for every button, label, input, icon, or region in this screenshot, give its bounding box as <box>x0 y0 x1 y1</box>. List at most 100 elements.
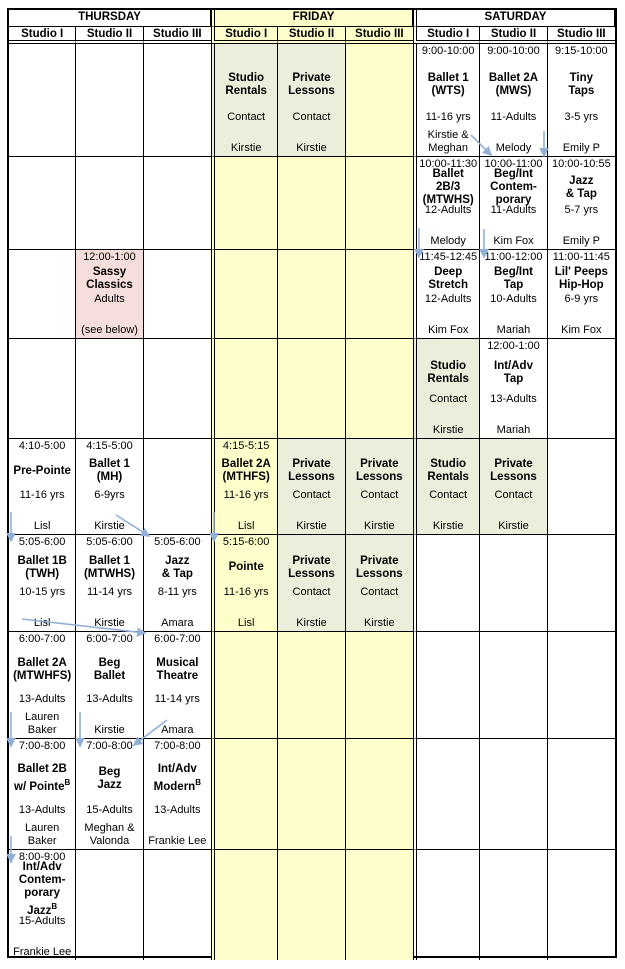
class-age: Contact <box>292 586 331 598</box>
class-age: Contact <box>360 489 399 501</box>
class-title-line: Int/Adv <box>22 861 62 874</box>
class-title: Sassy Classics <box>78 264 140 293</box>
cell-saturday-studio3-row4 <box>547 339 615 439</box>
cell-saturday-studio1-row3: 11:45-12:45 Deep Stretch 12-Adults Kim Fox <box>413 250 481 339</box>
class-info: 11-Adults Melody <box>482 111 544 155</box>
class-info: 11-16 yrs Lisl <box>217 489 275 533</box>
cell-friday-studio2-row2 <box>278 157 346 250</box>
class-time: 7:00-8:00 <box>154 740 201 752</box>
class-time: 5:15-6:00 <box>222 536 270 548</box>
class-title-line: (MH) <box>96 471 123 483</box>
cell-thursday-studio1-row4 <box>9 339 77 439</box>
class-title-line: Pre-Pointe <box>13 464 71 477</box>
class-title: Private Lessons <box>348 453 411 489</box>
cell-friday-studio2-row7 <box>278 632 346 739</box>
class-title: Jazz & Tap <box>550 171 613 204</box>
class-age: 11-16 yrs <box>223 489 269 501</box>
cell-saturday-studio2-row8 <box>480 739 548 850</box>
cell-friday-studio1-row4 <box>211 339 279 439</box>
class-age: 12-Adults <box>424 293 472 305</box>
class-title-line: (MTWHFS) <box>13 669 72 682</box>
cell-saturday-studio2-row6 <box>480 535 548 632</box>
cell-thursday-studio2-row2 <box>76 157 144 250</box>
cell-thursday-studio3-row2 <box>143 157 211 250</box>
class-age: 13-Adults <box>154 804 201 816</box>
class-title-line: Lil' Peeps <box>554 265 608 278</box>
class-title-line: Int/Adv <box>157 763 197 776</box>
cell-saturday-studio1-row5: Studio Rentals Contact Kirstie <box>413 439 481 535</box>
class-age: Contact <box>429 393 468 405</box>
cell-friday-studio3-row5: Private Lessons Contact Kirstie <box>345 439 413 535</box>
class-age: 13-Adults <box>18 693 66 705</box>
cell-thursday-studio3-row9 <box>144 850 211 960</box>
class-time <box>419 340 477 353</box>
class-info: Adults (see below) <box>78 293 140 337</box>
class-teacher-line: Kirstie <box>432 520 464 532</box>
footnote-marker: B <box>195 778 201 788</box>
class-title-line: Beg/Int <box>494 265 533 278</box>
class-time <box>280 45 342 58</box>
cell-thursday-studio1-row9: 8:00-9:00 Int/Adv Contem-porary JazzB 15-Adu… <box>9 850 77 960</box>
class-info: Contact Kirstie <box>280 111 342 155</box>
class-title-line: Tiny <box>569 71 594 84</box>
class-age: Contact <box>292 489 331 501</box>
cell-friday-studio2-row6: Private Lessons Contact Kirstie <box>278 535 346 632</box>
class-time <box>419 440 477 453</box>
class-teacher: Kim Fox <box>482 235 544 248</box>
cell-thursday-studio1-row1 <box>9 44 77 157</box>
cell-friday-studio2-row1: Private Lessons Contact Kirstie <box>278 44 346 157</box>
class-title-line: Jazz <box>569 174 594 187</box>
class-teacher: Meghan & Valonda <box>78 822 140 848</box>
class-teacher: Kirstie <box>348 617 411 630</box>
class-title: Tiny Taps <box>550 58 613 111</box>
cell-saturday-studio3-row3: 11:00-11:45 Lil' Peeps Hip-Hop 6-9 yrs Kim F… <box>547 250 615 339</box>
class-time: 10:00-11:00 <box>484 158 543 170</box>
class-title: Beg Jazz <box>78 753 140 804</box>
class-title-line: & Tap <box>161 567 193 580</box>
class-info: 3-5 yrs Emily P <box>550 111 613 155</box>
class-title-line: Lessons <box>288 471 335 483</box>
class-title: Ballet 1B (TWH) <box>11 549 73 586</box>
class-teacher-line: Mariah <box>496 324 531 336</box>
class-time: 12:00-1:00 <box>83 251 136 263</box>
class-teacher-line: Emily P <box>562 142 600 154</box>
class-title-line: Pointe <box>228 561 264 573</box>
class-info: 11-Adults Kim Fox <box>482 204 544 248</box>
class-title: Pointe <box>217 549 275 586</box>
class-age: Contact <box>360 586 399 598</box>
class-title: Ballet 2A (MWS) <box>482 58 544 111</box>
class-title-line: Lessons <box>288 567 335 580</box>
cell-saturday-studio3-row2: 10:00-10:55 Jazz & Tap 5-7 yrs Emily P <box>547 157 615 250</box>
class-info: 6-9yrs Kirstie <box>78 489 140 533</box>
class-teacher-line: Kirstie <box>94 617 125 629</box>
class-title: Studio Rentals <box>217 58 275 111</box>
class-time: 6:00-7:00 <box>154 633 201 645</box>
class-teacher-line: Lisl <box>237 617 255 629</box>
class-teacher-line: Amara <box>161 617 194 629</box>
class-teacher: Lauren Baker <box>11 822 73 848</box>
class-age: Contact <box>429 489 468 501</box>
class-info: 11-16 yrs Kirstie & Meghan <box>419 111 477 155</box>
class-teacher: Kirstie <box>482 520 544 533</box>
class-title-line: Taps <box>568 84 595 97</box>
cell-saturday-studio1-row2: 10:00-11:30 Ballet 2B/3 (MTWHS) 12-Adults Me… <box>413 157 481 250</box>
cell-thursday-studio1-row7: 6:00-7:00 Ballet 2A (MTWHFS) 13-Adults Laure… <box>9 632 77 739</box>
studio-header-thursday-3: Studio III <box>143 27 211 44</box>
class-info: 6-9 yrs Kim Fox <box>550 293 613 337</box>
cell-thursday-studio2-row5: 4:15-5:00 Ballet 1 (MH) 6-9yrs Kirstie <box>76 439 144 535</box>
class-teacher-line: Kirstie <box>230 142 262 154</box>
cell-friday-studio3-row1 <box>345 44 413 157</box>
class-time <box>348 536 411 549</box>
class-teacher-line: Kirstie <box>432 424 464 436</box>
class-title-line: Beg <box>98 656 121 669</box>
class-title-line: Ballet 2A <box>17 656 67 669</box>
class-teacher-line: Lauren <box>25 822 60 834</box>
class-age: 11-16 yrs <box>19 489 65 501</box>
class-age: 11-Adults <box>490 204 537 216</box>
class-age: 11-16 yrs <box>425 111 471 123</box>
cell-thursday-studio3-row8: 7:00-8:00 Int/Adv ModernB 13-Adults Frankie … <box>143 739 211 850</box>
class-time: 5:05-6:00 <box>86 536 133 548</box>
class-title-line: Theatre <box>156 669 199 682</box>
class-title-line: w/ PointeB <box>14 778 71 793</box>
class-teacher: Kirstie <box>280 142 342 155</box>
